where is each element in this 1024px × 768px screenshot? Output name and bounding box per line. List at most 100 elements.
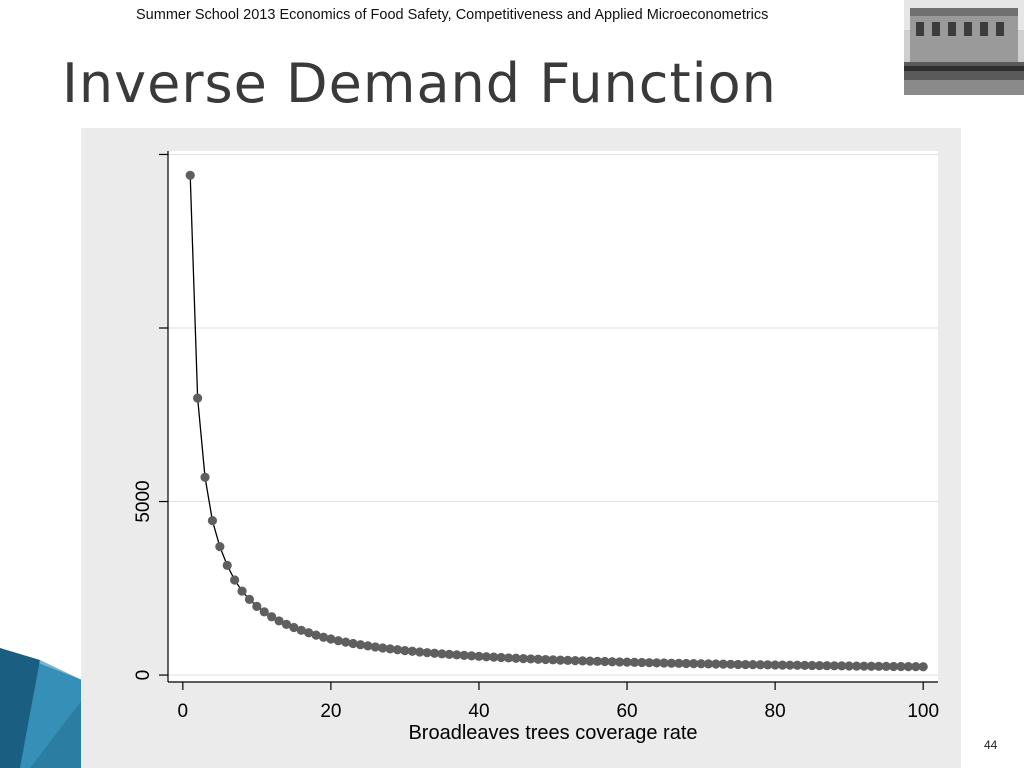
data-point [437,649,447,659]
data-point [592,656,603,666]
data-point [785,660,795,670]
data-point [207,516,218,526]
data-point [755,660,765,670]
data-point [666,658,677,668]
data-point [503,653,514,663]
data-point [674,658,684,668]
data-point [422,648,432,658]
data-point [844,661,854,671]
data-point [740,659,751,670]
data-point [304,628,314,638]
data-point [466,651,477,661]
data-point [881,661,891,671]
data-point [333,636,343,646]
data-point [896,661,906,672]
data-point [807,660,817,671]
data-point [888,661,899,672]
data-point [711,659,721,669]
data-point [629,657,640,667]
data-point [703,659,714,669]
data-point [474,651,484,661]
data-point [563,655,573,665]
data-point [289,622,299,633]
data-point [718,659,728,669]
data-point [326,634,336,644]
data-point [311,630,321,640]
data-point [615,657,625,667]
data-point [378,643,388,653]
data-point [511,653,521,663]
data-point [407,646,417,656]
data-point [792,660,802,670]
data-point [600,656,610,667]
data-point [185,170,195,180]
data-point [748,660,758,670]
data-point [252,601,262,611]
data-point [355,640,366,650]
x-tick-label: 60 [616,701,637,722]
data-point [585,656,595,666]
data-point [540,654,551,665]
data-point [200,472,210,482]
data-point [822,661,832,671]
data-point [237,586,247,596]
page-number: 44 [984,738,998,752]
data-point [230,575,240,585]
data-point [296,625,306,635]
data-point [837,661,847,671]
course-header: Summer School 2013 Economics of Food Saf… [136,7,769,23]
x-tick-label: 100 [907,701,939,722]
plot-inner-background [168,151,938,682]
data-point [392,645,403,655]
data-point [659,658,669,668]
data-point [689,659,699,669]
data-point [222,560,232,570]
data-point [652,658,662,668]
decorative-teal-shape [0,648,82,768]
data-point [644,658,654,668]
data-point [874,661,884,671]
data-point [918,662,928,672]
data-point [215,542,225,552]
data-point [548,655,558,665]
data-point [274,616,284,626]
data-point [696,659,706,669]
x-tick-label: 20 [320,701,341,722]
data-point [533,654,543,664]
data-point [244,594,255,605]
data-point [481,652,491,662]
x-tick-label: 0 [178,701,189,722]
data-point [681,658,691,669]
data-point [518,654,528,664]
data-point [570,656,580,666]
data-point [267,612,277,622]
data-point [444,649,454,659]
data-point [800,660,810,670]
data-point [637,657,647,668]
x-tick-label: 80 [765,701,786,722]
x-tick-label: 40 [468,701,489,722]
data-point [851,661,862,671]
data-point [193,393,203,403]
data-point [763,660,773,670]
data-point [777,660,788,670]
data-point [259,607,269,617]
data-point [733,659,743,670]
data-point [903,661,913,672]
data-point [385,644,395,654]
y-tick-label: 0 [133,670,154,681]
data-point [452,650,462,660]
data-point [489,652,499,662]
data-point [400,645,410,656]
x-axis-label: Broadleaves trees coverage rate [408,722,697,744]
data-point [829,661,839,671]
data-point [459,650,469,660]
building-photo [904,0,1024,95]
data-point [859,661,869,671]
data-point [770,660,780,670]
data-point [622,657,632,667]
data-point [814,660,825,671]
data-point [911,662,921,672]
data-point [607,657,617,667]
